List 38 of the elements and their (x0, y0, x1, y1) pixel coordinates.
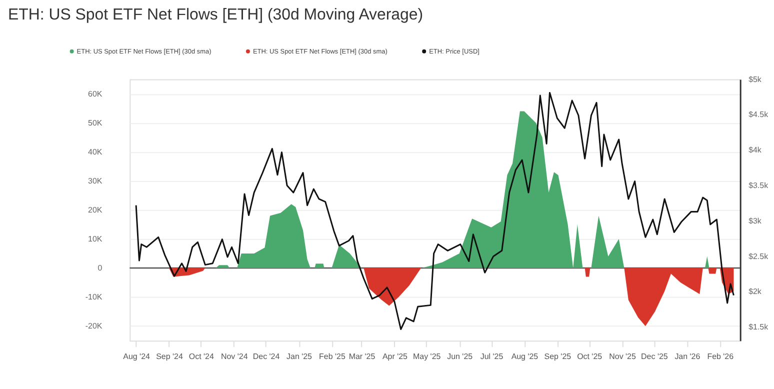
y-tick-label: 40K (88, 147, 103, 156)
x-tick-label: Nov '25 (609, 352, 636, 362)
x-tick-label: Jul '25 (480, 352, 504, 362)
x-tick-label: Jun '25 (447, 352, 474, 362)
y2-tick-label: $1.5k (748, 322, 768, 332)
x-tick-label: Sep '24 (156, 352, 184, 362)
x-tick-label: Oct '24 (188, 352, 214, 362)
x-tick-label: Dec '24 (252, 352, 280, 362)
x-tick-label: Jan '25 (286, 352, 313, 362)
x-tick-label: Feb '25 (319, 352, 346, 362)
y-tick-label: 30K (88, 176, 103, 186)
x-tick-label: Feb '26 (707, 352, 734, 362)
x-tick-label: Apr '25 (382, 352, 408, 362)
y2-tick-label: $3.5k (748, 180, 768, 190)
y2-tick-label: $4k (748, 146, 762, 155)
y2-tick-label: $5k (748, 74, 762, 84)
y2-tick-label: $2k (748, 287, 762, 296)
x-tick-label: Aug '24 (123, 352, 150, 362)
y-tick-label: -10K (85, 292, 103, 302)
x-tick-label: Mar '25 (348, 352, 376, 362)
x-tick-label: Oct '25 (577, 352, 603, 362)
y-tick-label: -20K (85, 322, 103, 331)
y-tick-label: 60K (88, 89, 103, 98)
x-tick-label: Sep '25 (544, 352, 572, 362)
y-tick-label: 0 (98, 263, 103, 272)
y-tick-label: 50K (88, 118, 103, 128)
y-tick-label: 20K (88, 205, 103, 214)
line-series (135, 92, 734, 330)
x-tick-label: Nov '24 (220, 352, 248, 362)
x-tick-label: Dec '25 (641, 352, 668, 362)
x-tick-label: Jan '26 (674, 352, 701, 362)
y2-tick-label: $4.5k (748, 110, 768, 120)
y2-tick-label: $2.5k (748, 252, 768, 261)
x-tick-label: May '25 (413, 352, 442, 362)
y2-tick-label: $3k (748, 216, 762, 226)
x-tick-label: Aug '25 (511, 352, 539, 362)
chart-title: ETH: US Spot ETF Net Flows [ETH] (30d Moving Average) (8, 6, 424, 24)
y-tick-label: 10K (88, 234, 103, 244)
